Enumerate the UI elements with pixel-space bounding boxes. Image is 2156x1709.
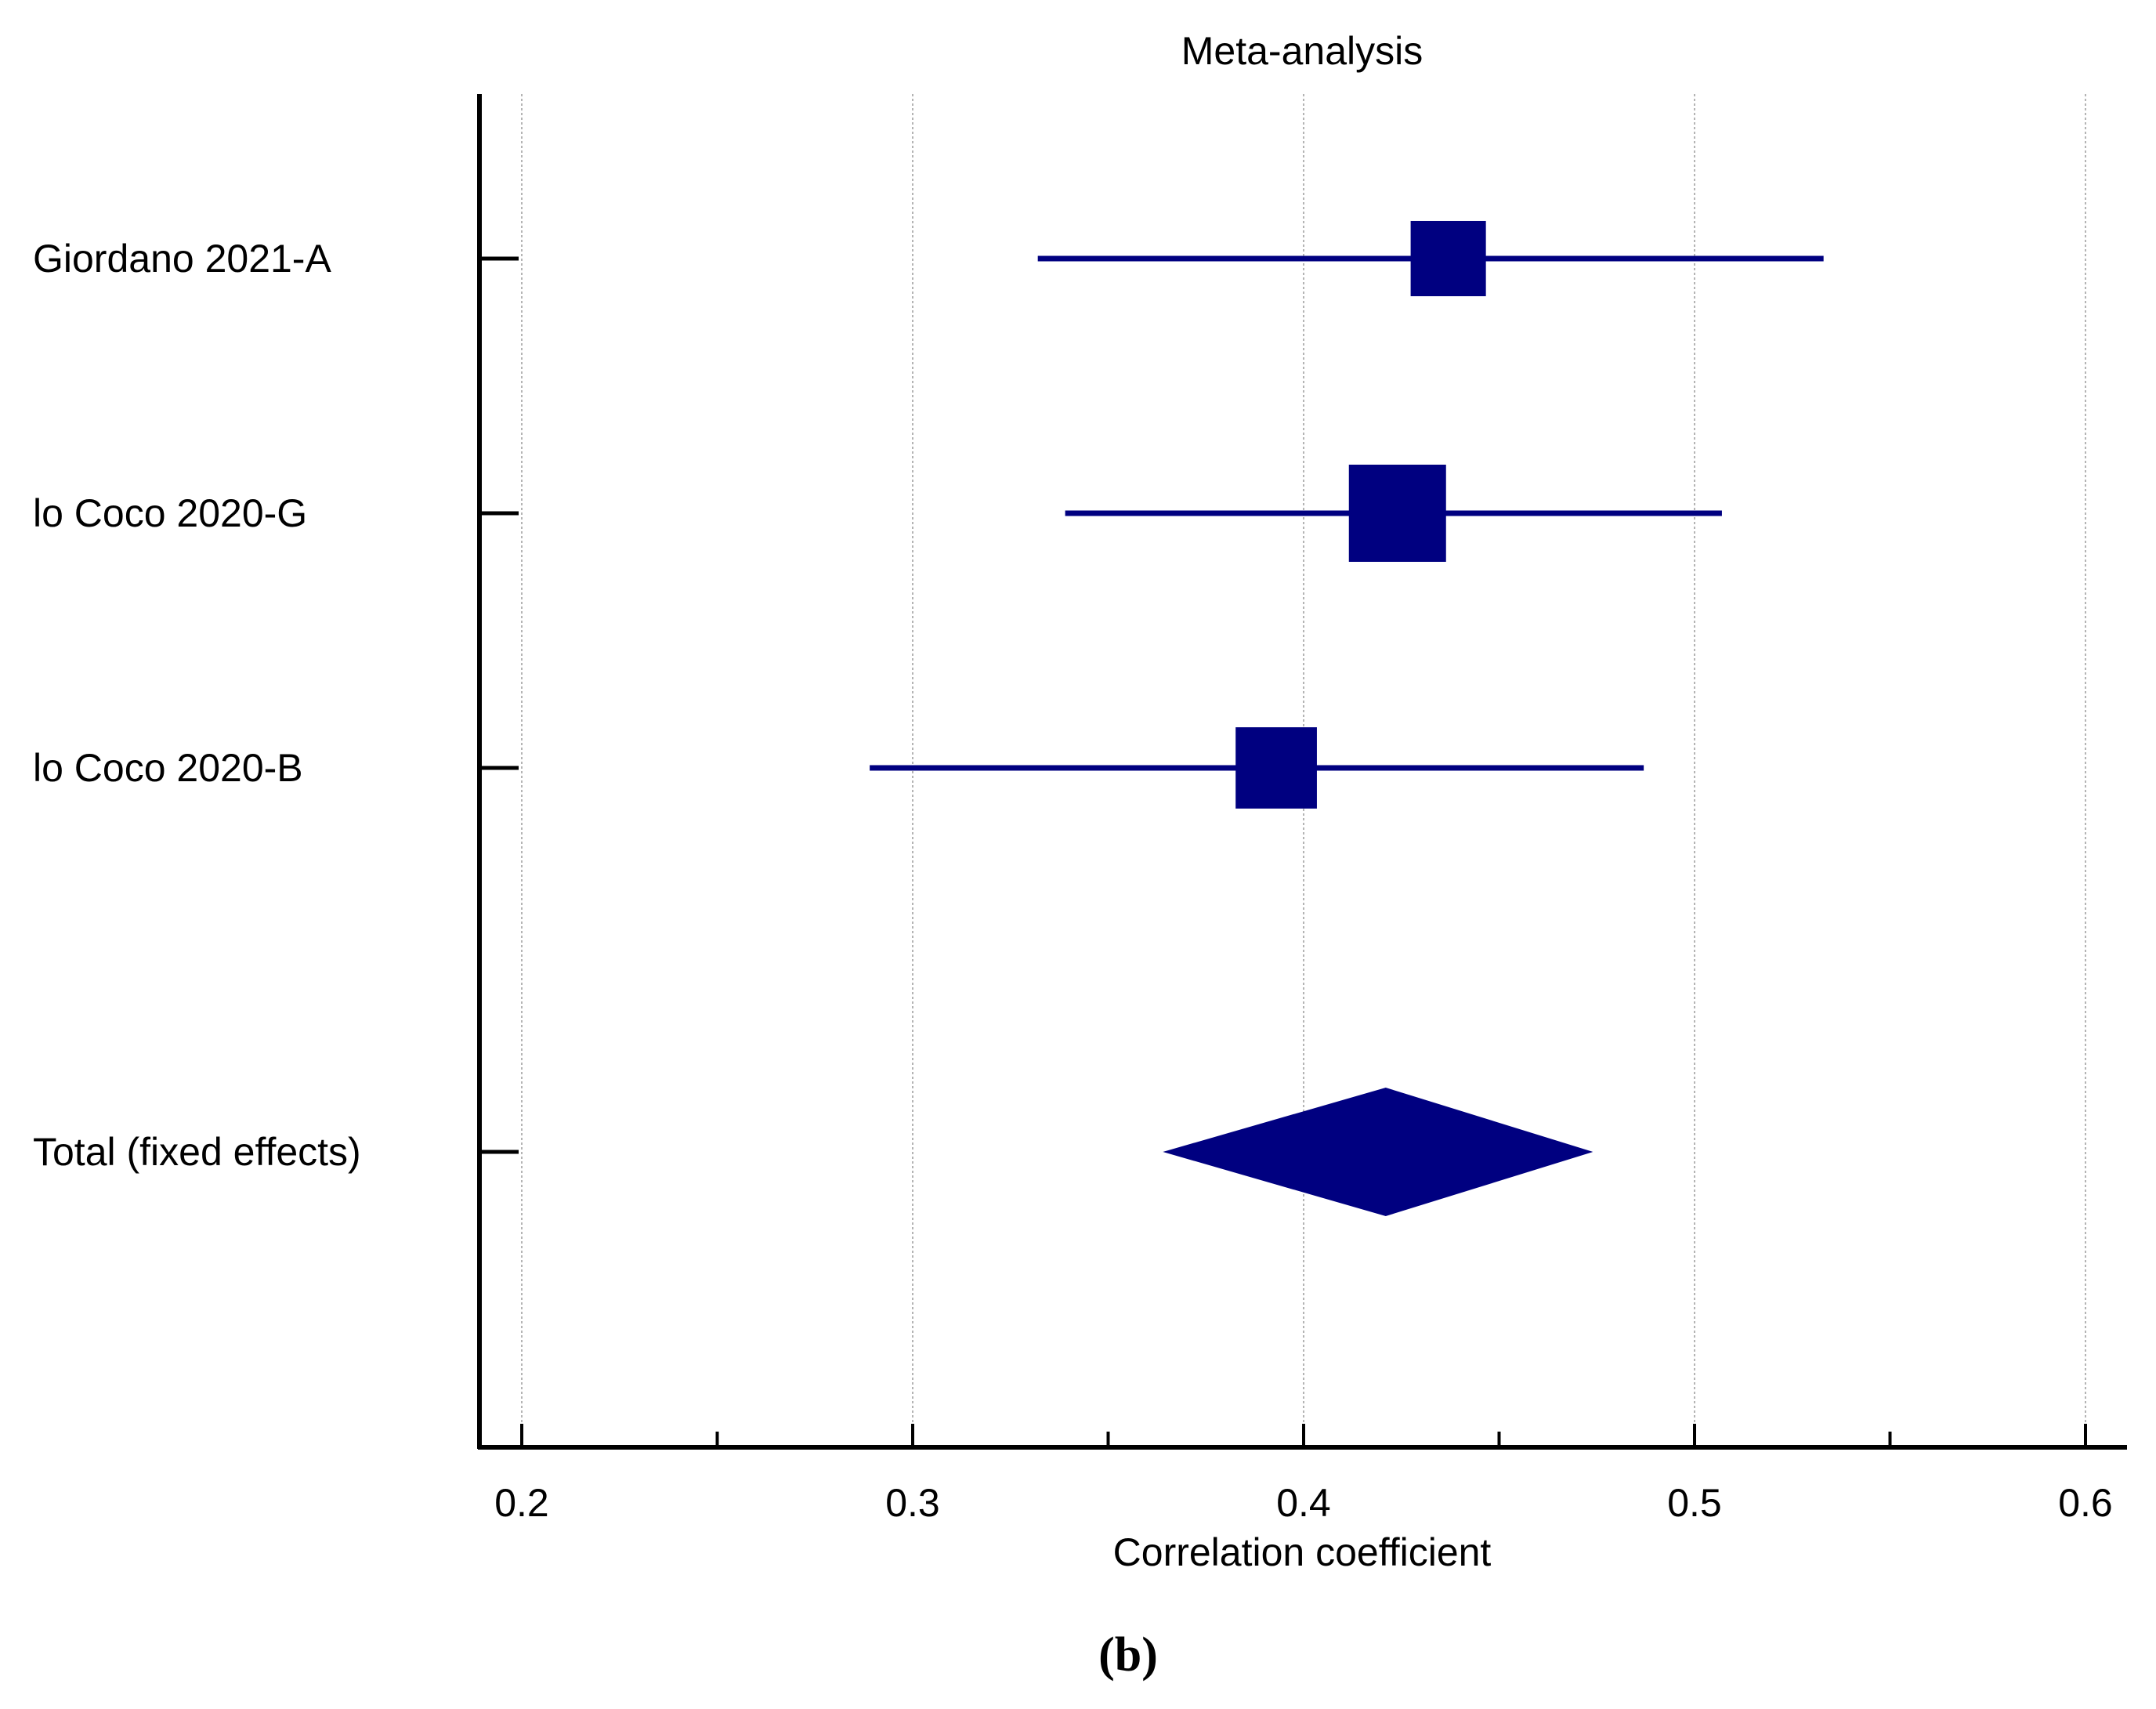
total-label: Total (fixed effects) [33, 1130, 361, 1174]
x-tick-label: 0.5 [1667, 1481, 1722, 1525]
study-label: lo Coco 2020-B [33, 746, 303, 790]
chart-title: Meta-analysis [1181, 29, 1423, 73]
study-rows: Giordano 2021-A lo Coco 2020-G lo Coco 202… [33, 220, 1824, 809]
point-estimate-marker [1348, 465, 1446, 562]
study-label: lo Coco 2020-G [33, 491, 307, 535]
panel-label: (b) [1098, 1628, 1158, 1682]
point-estimate-marker [1235, 727, 1317, 809]
study-row: lo Coco 2020-G [33, 465, 1722, 562]
pooled-estimate-diamond [1163, 1088, 1593, 1216]
x-tick-label: 0.2 [494, 1481, 549, 1525]
axes: 0.2 0.3 0.4 0.5 0.6 [477, 94, 2127, 1525]
x-tick-label: 0.6 [2058, 1481, 2113, 1525]
study-label: Giordano 2021-A [33, 237, 331, 281]
x-tick-label: 0.3 [885, 1481, 940, 1525]
x-axis-label: Correlation coefficient [1113, 1530, 1492, 1574]
total-row: Total (fixed effects) [33, 1088, 1593, 1216]
point-estimate-marker [1410, 220, 1486, 297]
x-tick-label: 0.4 [1276, 1481, 1331, 1525]
study-row: Giordano 2021-A [33, 220, 1824, 297]
study-row: lo Coco 2020-B [33, 727, 1644, 809]
